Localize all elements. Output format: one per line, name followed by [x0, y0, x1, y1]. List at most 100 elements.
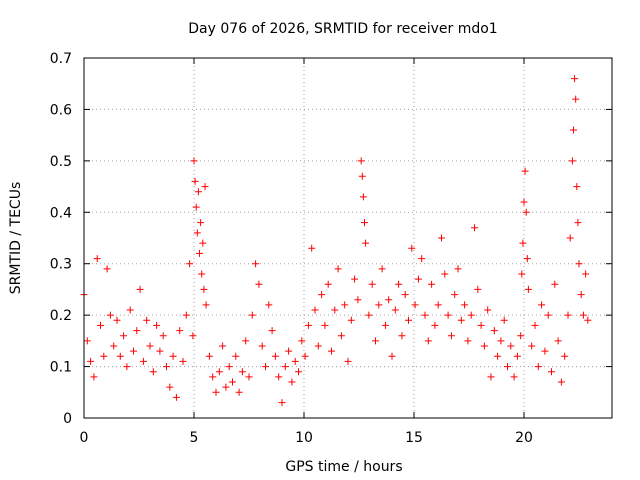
data-point — [190, 157, 198, 165]
data-point — [388, 352, 396, 360]
data-point — [337, 332, 345, 340]
data-point — [328, 347, 335, 355]
data-point — [201, 183, 209, 191]
data-point — [110, 342, 118, 350]
y-tick-label: 0.1 — [50, 360, 72, 376]
axis-ticks — [83, 57, 612, 419]
data-point — [538, 301, 546, 309]
data-point — [120, 332, 128, 340]
data-point — [359, 193, 367, 201]
data-point — [192, 203, 200, 211]
data-point — [391, 306, 399, 314]
data-point — [126, 306, 134, 314]
data-point — [381, 321, 389, 329]
data-point — [375, 301, 383, 309]
grid — [84, 58, 612, 418]
data-point — [186, 260, 194, 268]
data-point — [541, 347, 549, 355]
x-tick-labels: 0 5 10 15 20 — [80, 430, 533, 446]
y-tick-label: 0.7 — [50, 51, 72, 67]
x-tick-label: 0 — [80, 430, 89, 446]
plot-frame — [83, 57, 613, 419]
data-point — [358, 172, 366, 180]
data-point — [291, 357, 299, 365]
data-point — [97, 321, 104, 329]
data-point — [365, 311, 373, 319]
data-point — [225, 363, 233, 371]
data-point — [232, 352, 240, 360]
data-point — [229, 378, 236, 386]
data-point — [438, 234, 445, 242]
data-point — [347, 316, 355, 324]
data-point — [143, 316, 151, 324]
data-point — [106, 311, 114, 319]
data-point — [548, 368, 555, 376]
data-point — [252, 260, 260, 268]
data-point — [159, 332, 167, 340]
data-point — [557, 378, 565, 386]
data-point — [428, 280, 436, 288]
data-point — [308, 244, 316, 252]
data-point — [235, 388, 243, 396]
data-point — [518, 270, 526, 278]
y-tick-labels: 0 0.1 0.2 0.3 0.4 0.5 0.6 0.7 — [50, 51, 72, 427]
x-tick-label: 10 — [295, 430, 313, 446]
data-point — [464, 337, 472, 345]
data-point — [519, 239, 527, 247]
data-point — [500, 316, 508, 324]
y-tick-label: 0.5 — [50, 154, 72, 170]
data-point — [457, 316, 465, 324]
data-point — [215, 368, 223, 376]
data-point — [123, 363, 131, 371]
data-point — [172, 393, 180, 401]
data-point — [130, 347, 137, 355]
data-point — [275, 373, 283, 381]
data-point — [248, 311, 256, 319]
data-point — [561, 352, 569, 360]
data-point — [395, 280, 403, 288]
data-point — [205, 352, 213, 360]
data-point — [520, 198, 528, 206]
y-tick-label: 0.6 — [50, 102, 72, 118]
data-point — [219, 342, 227, 350]
data-point — [311, 306, 319, 314]
data-point — [523, 255, 531, 263]
data-point — [522, 208, 530, 216]
data-point — [116, 352, 124, 360]
data-point — [182, 311, 190, 319]
data-point — [156, 347, 164, 355]
data-points — [80, 75, 592, 407]
data-point — [507, 342, 515, 350]
data-point — [166, 383, 174, 391]
data-point — [146, 342, 154, 350]
data-point — [434, 301, 442, 309]
data-point — [480, 342, 488, 350]
data-point — [408, 244, 416, 252]
data-point — [497, 337, 505, 345]
data-point — [494, 352, 502, 360]
data-point — [566, 234, 574, 242]
data-point — [149, 368, 157, 376]
data-point — [424, 337, 432, 345]
data-point — [133, 327, 141, 335]
data-point — [103, 265, 111, 273]
data-point — [258, 342, 266, 350]
data-point — [255, 280, 263, 288]
data-point — [385, 296, 393, 304]
data-point — [212, 388, 220, 396]
data-point — [153, 321, 161, 329]
data-point — [572, 95, 580, 103]
data-point — [447, 332, 455, 340]
data-point — [357, 157, 365, 165]
data-point — [510, 373, 518, 381]
data-point — [551, 280, 559, 288]
data-point — [528, 342, 536, 350]
data-point — [411, 301, 419, 309]
data-point — [83, 337, 91, 345]
data-point — [199, 239, 207, 247]
data-point — [579, 311, 587, 319]
y-tick-label: 0.4 — [50, 205, 72, 221]
data-point — [467, 311, 475, 319]
data-point — [331, 306, 339, 314]
